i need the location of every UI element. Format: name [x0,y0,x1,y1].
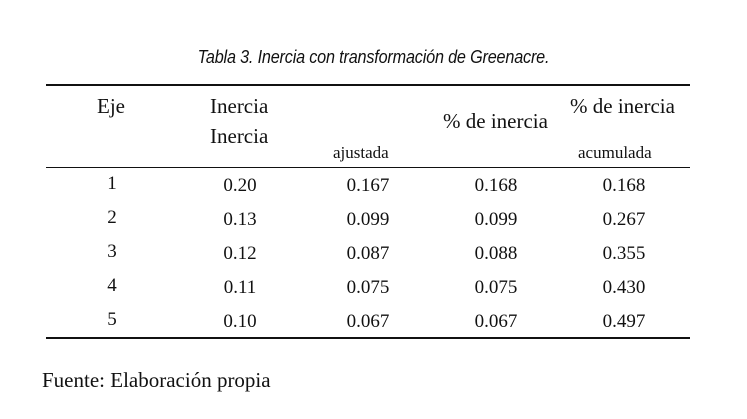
cell-pct-acumulada: 0.497 [602,311,646,332]
cell-inercia-ajustada: 0.167 [346,175,390,196]
cell-inercia-ajustada: 0.067 [346,311,390,332]
cell-inercia: 0.11 [223,277,257,298]
header-ajustada: ajustada [333,143,389,162]
header-inercia-1: Inercia [210,94,269,118]
cell-eje: 3 [107,241,117,262]
cell-pct-acumulada: 0.168 [602,175,646,196]
header-pct-inercia: % de inercia [443,109,548,133]
header-eje: Eje [97,94,125,118]
cell-pct-inercia: 0.099 [474,209,518,230]
table-bottom-rule [46,337,690,339]
cell-pct-acumulada: 0.430 [602,277,646,298]
cell-eje: 5 [107,309,117,330]
cell-pct-inercia: 0.075 [474,277,518,298]
cell-inercia: 0.10 [223,311,257,332]
source-footer: Fuente: Elaboración propia [42,368,271,392]
cell-pct-inercia: 0.067 [474,311,518,332]
table-top-rule [46,84,690,86]
cell-pct-acumulada: 0.355 [602,243,646,264]
cell-inercia-ajustada: 0.087 [346,243,390,264]
cell-inercia-ajustada: 0.075 [346,277,390,298]
cell-pct-inercia: 0.168 [474,175,518,196]
cell-inercia: 0.12 [223,243,257,264]
cell-inercia-ajustada: 0.099 [346,209,390,230]
header-pct-inercia-acum: % de inercia [570,94,675,118]
cell-pct-inercia: 0.088 [474,243,518,264]
cell-inercia: 0.20 [223,175,257,196]
cell-inercia: 0.13 [223,209,257,230]
cell-pct-acumulada: 0.267 [602,209,646,230]
table-header-rule [46,167,690,168]
header-inercia-2: Inercia [210,124,269,148]
cell-eje: 4 [107,275,117,296]
cell-eje: 1 [107,173,117,194]
cell-eje: 2 [107,207,117,228]
header-acumulada: acumulada [578,143,652,162]
table-caption: Tabla 3. Inercia con transformación de G… [197,47,550,67]
